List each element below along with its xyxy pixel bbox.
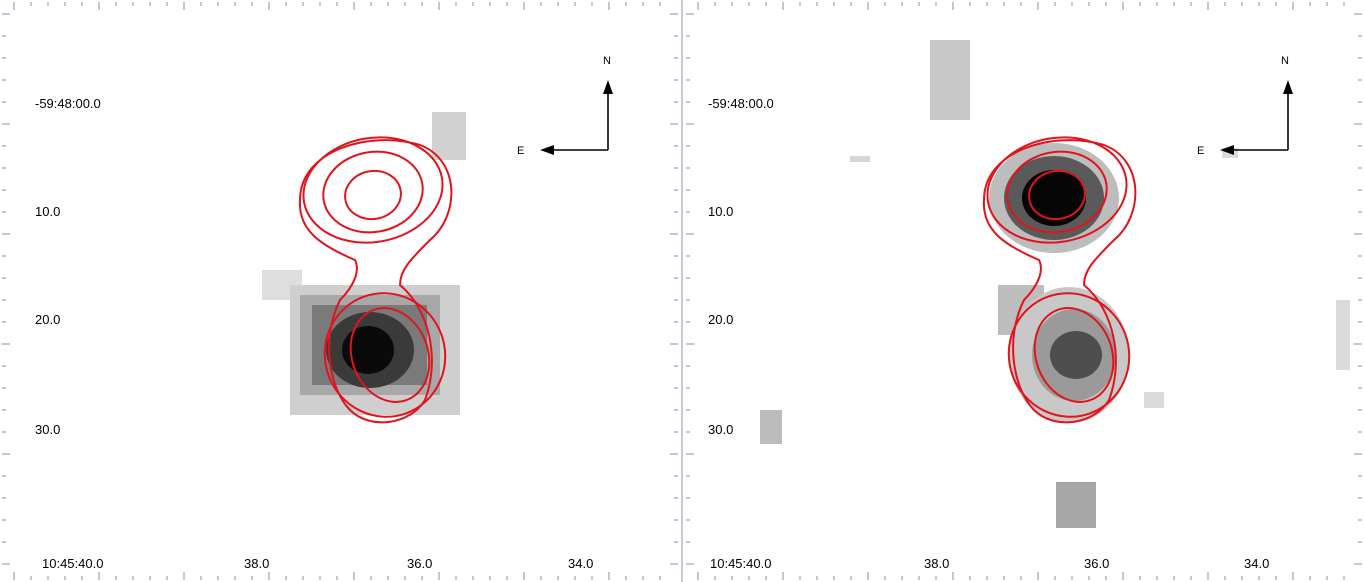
left-dec-label-3: 30.0 <box>35 422 61 437</box>
left-ra-label-1: 38.0 <box>244 556 270 571</box>
left-greyscale-blobs <box>262 112 466 415</box>
panel-divider <box>681 0 683 582</box>
right-north-label: N <box>1281 55 1289 67</box>
right-ra-label-1: 38.0 <box>924 556 950 571</box>
right-upper-source <box>1022 170 1086 226</box>
right-contours <box>982 136 1137 424</box>
left-faint-source <box>432 112 466 160</box>
left-east-label: E <box>517 145 525 157</box>
left-dec-label-0: -59:48:00.0 <box>35 96 101 111</box>
right-ra-label-0: 10:45:40.0 <box>710 556 772 571</box>
left-compass <box>540 80 613 155</box>
right-faint-source-left <box>760 410 782 444</box>
left-axis-ticks <box>2 2 678 580</box>
left-contours <box>298 136 453 424</box>
right-dec-label-1: 10.0 <box>708 204 734 219</box>
right-image-svg <box>686 2 1362 580</box>
left-ra-label-2: 36.0 <box>407 556 433 571</box>
left-north-label: N <box>603 55 611 67</box>
left-ra-label-0: 10:45:40.0 <box>42 556 104 571</box>
right-compass <box>1220 80 1293 155</box>
left-dec-label-1: 10.0 <box>35 204 61 219</box>
right-lower-source <box>1050 331 1102 379</box>
left-ra-label-3: 34.0 <box>568 556 594 571</box>
right-ra-label-2: 36.0 <box>1084 556 1110 571</box>
left-dec-label-2: 20.0 <box>35 312 61 327</box>
right-dec-label-3: 30.0 <box>708 422 734 437</box>
right-axis-ticks <box>686 2 1362 580</box>
right-dec-label-0: -59:48:00.0 <box>708 96 774 111</box>
right-dec-label-2: 20.0 <box>708 312 734 327</box>
left-image-panel: N E -59:48:00.0 10.0 20.0 30.0 10:45:40.… <box>0 0 680 582</box>
right-east-label: E <box>1197 145 1205 157</box>
left-image-svg <box>2 2 678 580</box>
right-ra-label-3: 34.0 <box>1244 556 1270 571</box>
right-faint-source-bottom <box>1056 482 1096 528</box>
right-faint-source-top <box>930 40 970 120</box>
right-image-panel: N E -59:48:00.0 10.0 20.0 30.0 10:45:40.… <box>684 0 1364 582</box>
right-greyscale-blobs <box>760 40 1350 528</box>
